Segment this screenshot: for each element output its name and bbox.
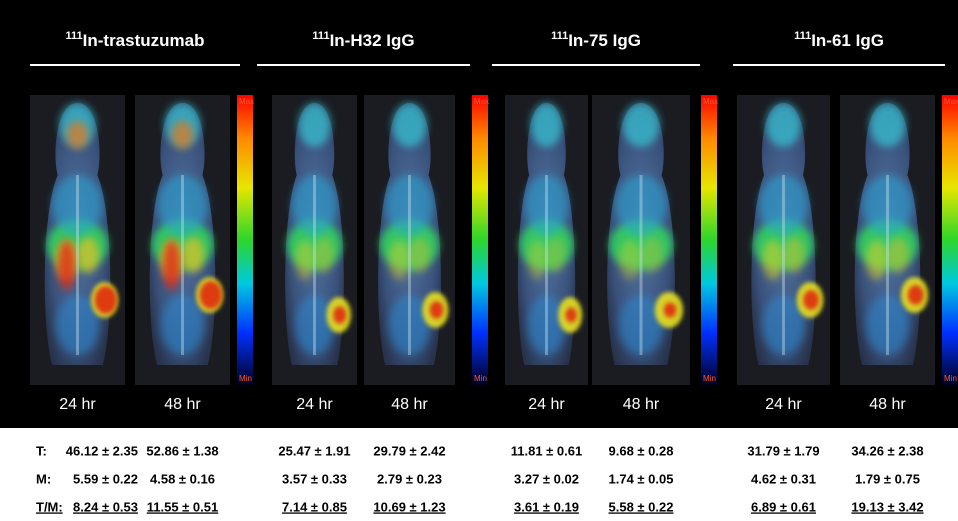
uptake-value: 1.79 ± 0.75 [855,471,920,486]
colorbar-max: Max [474,97,489,106]
uptake [869,103,905,147]
group-title: 111In-trastuzumab [66,30,205,51]
uptake-value: 8.24 ± 0.53 [73,499,138,514]
isotope: 111 [66,30,83,42]
uptake-value: 5.59 ± 0.22 [73,471,138,486]
time-label: 24 hr [528,396,565,413]
time-label: 48 hr [391,396,428,413]
uptake-value: 34.26 ± 2.38 [851,443,923,458]
uptake [531,103,563,147]
agent-name: In-61 IgG [811,31,884,50]
uptake [641,237,663,273]
uptake [78,237,100,273]
uptake-value: 31.79 ± 1.79 [747,443,819,458]
uptake [866,240,888,280]
tumor-core [664,303,676,318]
time-label: 24 hr [765,396,802,413]
uptake [389,240,410,280]
uptake-value: 19.13 ± 3.42 [851,499,923,514]
uptake-value: 46.12 ± 2.35 [66,443,138,458]
uptake-hot [172,121,194,149]
uptake-value: 52.86 ± 1.38 [146,443,218,458]
mouse-image [30,95,125,385]
colorbar-min: Min [944,374,957,383]
uptake [784,237,805,273]
tumor-core [200,281,222,309]
colorbar-min: Min [703,374,716,383]
colorbar-min: Min [239,374,252,383]
uptake [298,103,330,147]
tumor-core [908,285,924,305]
uptake-value: 3.27 ± 0.02 [514,471,579,486]
time-label: 48 hr [623,396,660,413]
tumor-core [803,290,818,310]
agent-name: In-H32 IgG [330,31,415,50]
colorbar-max: Max [239,97,254,106]
isotope: 111 [794,30,811,42]
uptake [622,103,659,147]
colorbar [237,95,253,385]
mouse-image [272,95,357,385]
colorbar [472,95,488,385]
tumor-core [430,301,444,318]
uptake-value: 9.68 ± 0.28 [609,443,674,458]
uptake [762,240,783,280]
time-label: 24 hr [59,396,96,413]
uptake-hot [67,121,89,149]
uptake [766,103,801,147]
figure: 111In-trastuzumabMaxMin24 hr46.12 ± 2.35… [0,0,958,521]
uptake [619,240,641,280]
row-label: T: [36,443,47,458]
uptake-value: 11.55 ± 0.51 [147,499,218,514]
agent-name: In-75 IgG [568,31,641,50]
time-label: 48 hr [164,396,201,413]
mouse-image [840,95,935,385]
uptake [315,237,334,273]
mouse-image [505,95,588,385]
uptake-value: 4.62 ± 0.31 [751,471,816,486]
uptake-value: 1.74 ± 0.05 [609,471,674,486]
uptake [392,103,427,147]
uptake-value: 10.69 ± 1.23 [373,499,445,514]
agent-name: In-trastuzumab [83,31,205,50]
mouse-image [592,95,690,385]
uptake [888,237,910,273]
time-label: 48 hr [869,396,906,413]
uptake-value: 29.79 ± 2.42 [373,443,445,458]
colorbar-max: Max [703,97,718,106]
isotope: 111 [551,30,568,42]
uptake-hot [58,240,76,290]
row-label: T/M: [36,499,63,514]
mouse-image [364,95,455,385]
uptake-hot [163,240,181,290]
isotope: 111 [312,30,329,42]
tumor-core [95,286,117,314]
mouse-image [737,95,830,385]
colorbar-min: Min [474,374,487,383]
uptake-value: 6.89 ± 0.61 [751,499,816,514]
uptake-value: 2.79 ± 0.23 [377,471,442,486]
uptake-value: 7.14 ± 0.85 [282,499,347,514]
colorbar-max: Max [944,97,958,106]
tumor-core [333,306,346,323]
uptake [410,237,431,273]
uptake [295,240,314,280]
uptake [183,237,205,273]
uptake [547,237,566,273]
colorbar [942,95,958,385]
time-label: 24 hr [296,396,333,413]
mouse-image [135,95,230,385]
uptake-value: 4.58 ± 0.16 [150,471,215,486]
uptake-value: 25.47 ± 1.91 [278,443,350,458]
uptake-value: 3.57 ± 0.33 [282,471,347,486]
uptake [528,240,547,280]
uptake-value: 3.61 ± 0.19 [514,499,579,514]
tumor-core [566,308,577,323]
uptake-value: 5.58 ± 0.22 [609,499,674,514]
colorbar [701,95,717,385]
uptake-value: 11.81 ± 0.61 [511,443,582,458]
row-label: M: [36,471,51,486]
